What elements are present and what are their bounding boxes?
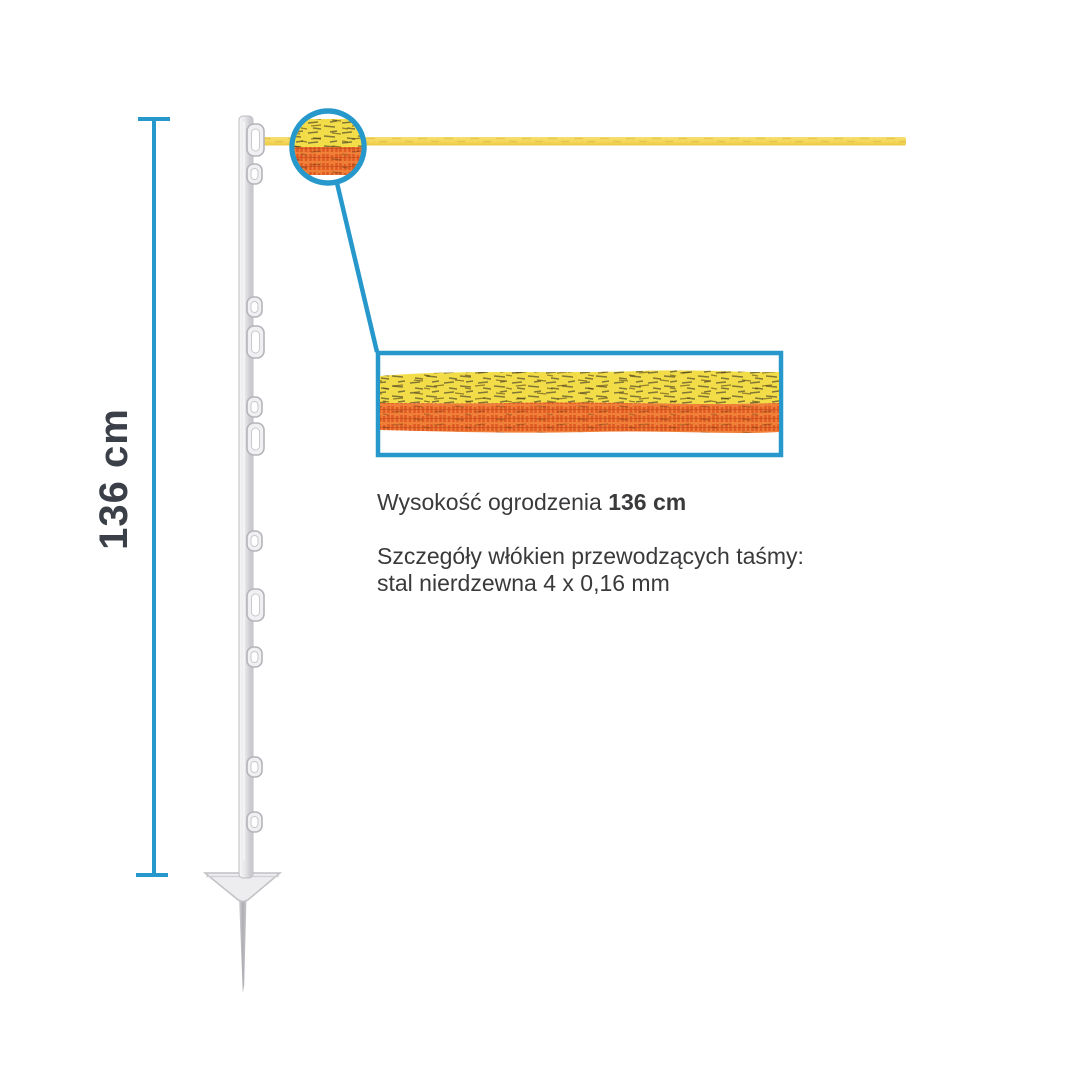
- magnifier-leader-line: [334, 182, 380, 353]
- magnifier-tape-zoom: [294, 119, 362, 175]
- caption-tape-fibers-line1: Szczegóły włókien przewodzących taśmy:: [377, 543, 804, 569]
- dimension-line: [136, 117, 170, 877]
- fence-tape: [258, 137, 906, 146]
- foot-plate: [202, 872, 283, 903]
- caption-tape-fibers: Szczegóły włókien przewodzących taśmy: s…: [377, 543, 804, 597]
- tape-hook: [246, 811, 263, 833]
- fence-post: [202, 115, 283, 993]
- tape-hook: [246, 756, 263, 778]
- tape-hook: [246, 530, 263, 552]
- tape-detail-weave: [380, 370, 779, 433]
- caption-fence-height-text: Wysokość ogrodzenia: [377, 489, 602, 515]
- tape-detail-box: [375, 350, 784, 458]
- caption-fence-height-value: 136 cm: [608, 489, 687, 515]
- caption-tape-fibers-line2: stal nierdzewna 4 x 0,16 mm: [377, 570, 670, 596]
- ground-spike: [239, 898, 247, 993]
- caption-fence-height: Wysokość ogrodzenia 136 cm: [377, 489, 686, 516]
- tape-hook: [246, 123, 265, 157]
- tape-hook: [246, 646, 263, 668]
- tape-hook: [246, 296, 263, 318]
- dimension-label: 136 cm: [92, 408, 136, 550]
- tape-hook: [246, 396, 263, 418]
- tape-hook: [246, 163, 263, 185]
- tape-hook: [246, 588, 265, 622]
- magnifier-circle: [289, 108, 367, 186]
- tape-hook: [246, 325, 265, 359]
- tape-hook: [246, 422, 265, 456]
